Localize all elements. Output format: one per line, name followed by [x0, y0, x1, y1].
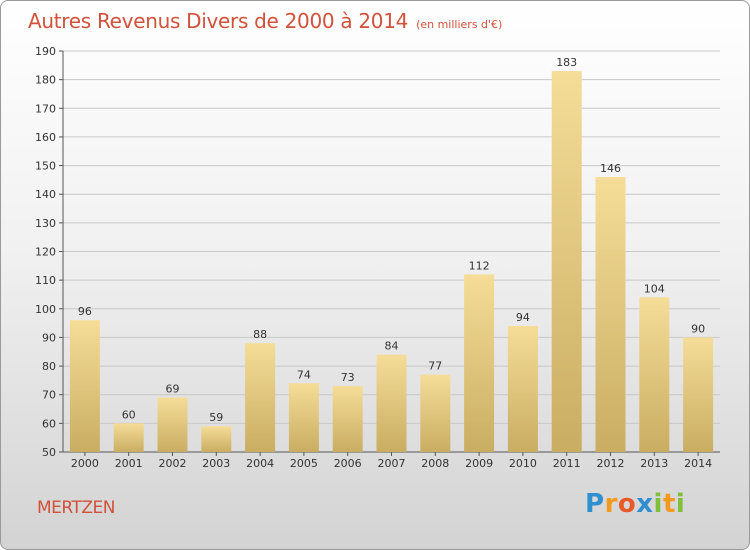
x-tick-label: 2006	[334, 457, 362, 470]
x-tick-label: 2012	[597, 457, 625, 470]
bar	[201, 426, 232, 452]
bar	[376, 354, 407, 452]
bar	[69, 320, 100, 452]
x-tick-label: 2002	[159, 457, 187, 470]
y-tick-label: 90	[42, 331, 56, 344]
logo-letter: o	[617, 489, 637, 519]
bar	[245, 343, 276, 452]
y-tick-label: 160	[35, 131, 56, 144]
bar-value-label: 59	[209, 411, 223, 424]
bar	[639, 297, 670, 452]
y-tick-label: 150	[35, 160, 56, 173]
y-tick-label: 190	[35, 45, 56, 58]
logo-letter: t	[662, 489, 676, 519]
bar-value-label: 90	[691, 322, 705, 335]
y-tick-label: 60	[42, 417, 56, 430]
logo-letter: r	[604, 489, 618, 519]
x-tick-label: 2003	[202, 457, 230, 470]
bar	[420, 374, 451, 452]
logo-letter: x	[636, 489, 654, 519]
x-tick-label: 2013	[640, 457, 668, 470]
y-tick-label: 140	[35, 188, 56, 201]
chart-title-text: Autres Revenus Divers de 2000 à 2014	[28, 9, 409, 33]
logo-letter: P	[585, 489, 605, 519]
bar	[288, 383, 319, 452]
bar	[157, 397, 188, 452]
y-tick-label: 80	[42, 360, 56, 373]
bar-value-label: 146	[600, 162, 621, 175]
bar-value-label: 96	[78, 305, 92, 318]
x-tick-label: 2010	[509, 457, 537, 470]
bar-value-label: 77	[428, 360, 442, 373]
x-tick-label: 2009	[465, 457, 493, 470]
x-tick-label: 2000	[71, 457, 99, 470]
bar	[551, 71, 582, 453]
bar	[332, 386, 363, 452]
bar-value-label: 84	[385, 340, 399, 353]
x-tick-label: 2007	[378, 457, 406, 470]
logo-letter: i	[675, 489, 686, 519]
bar	[595, 177, 626, 452]
bar-value-label: 183	[556, 56, 577, 69]
proxiti-logo[interactable]: Proxiti	[585, 489, 685, 519]
chart-unit-note: (en milliers d'€)	[416, 18, 503, 31]
bar-value-label: 94	[516, 311, 530, 324]
y-tick-label: 100	[35, 303, 56, 316]
bar-value-label: 69	[166, 383, 180, 396]
bar-value-label: 74	[297, 368, 311, 381]
y-tick-label: 130	[35, 217, 56, 230]
x-tick-label: 2008	[421, 457, 449, 470]
bar-value-label: 73	[341, 371, 355, 384]
logo-letter: i	[653, 489, 663, 519]
x-tick-label: 2005	[290, 457, 318, 470]
y-tick-label: 110	[35, 274, 56, 287]
bar-value-label: 104	[644, 282, 665, 295]
y-tick-label: 70	[42, 389, 56, 402]
bar-value-label: 88	[253, 328, 267, 341]
x-tick-label: 2004	[246, 457, 274, 470]
bar-value-label: 60	[122, 408, 136, 421]
bar	[683, 337, 714, 452]
chart-title: Autres Revenus Divers de 2000 à 2014 (en …	[28, 9, 502, 33]
x-tick-label: 2014	[684, 457, 712, 470]
bar	[113, 423, 144, 452]
x-tick-label: 2001	[115, 457, 143, 470]
x-tick-label: 2011	[553, 457, 581, 470]
y-tick-label: 170	[35, 102, 56, 115]
y-tick-label: 180	[35, 74, 56, 87]
y-tick-label: 50	[42, 446, 56, 459]
commune-name: MERTZEN	[37, 498, 115, 518]
bar	[507, 325, 538, 452]
bar-value-label: 112	[469, 259, 490, 272]
y-tick-label: 120	[35, 246, 56, 259]
bar	[464, 274, 495, 452]
